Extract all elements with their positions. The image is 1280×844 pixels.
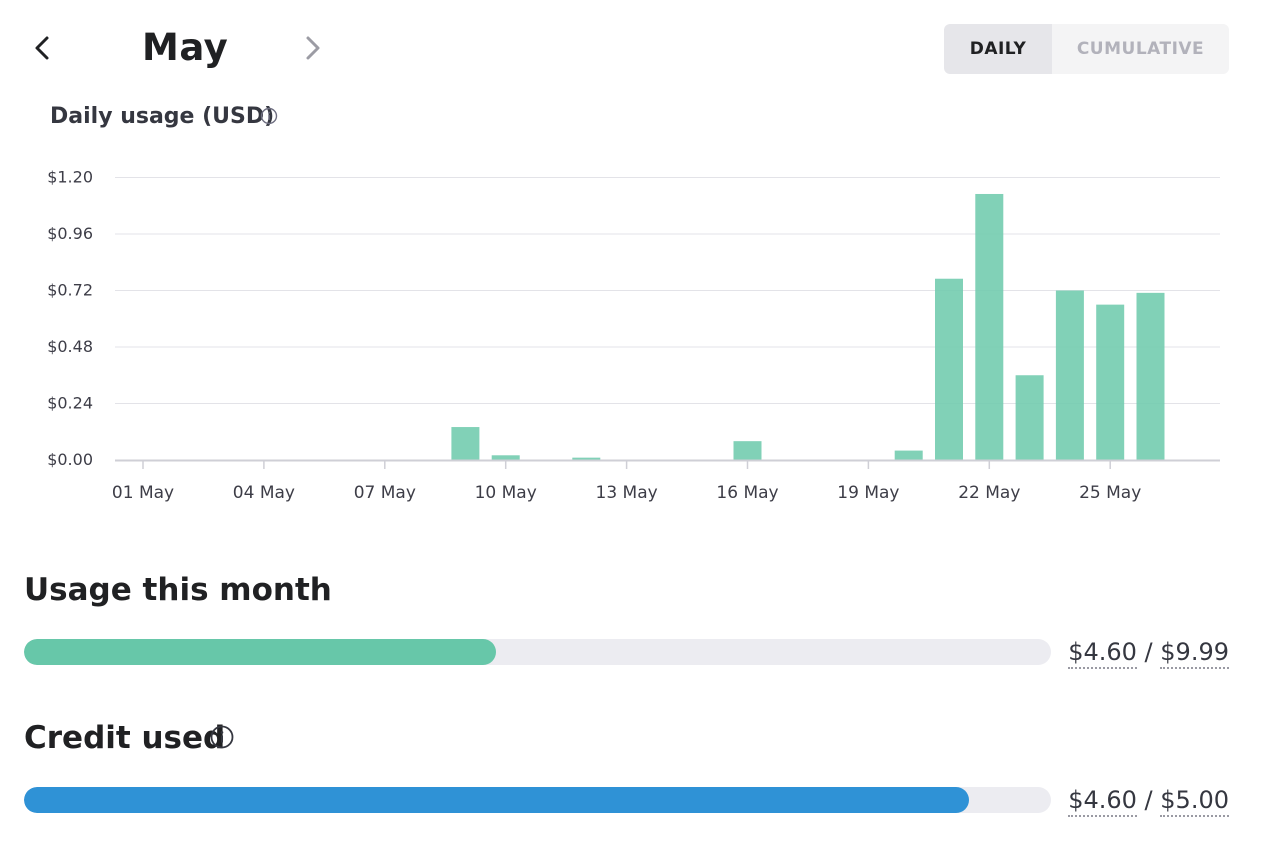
bar[interactable] [1136, 292, 1165, 460]
credit-progress-fill [24, 787, 969, 813]
usage-limit-value[interactable]: $9.99 [1160, 638, 1229, 669]
usage-title: Usage this month [24, 572, 332, 608]
info-icon[interactable] [259, 106, 279, 126]
daily-toggle-button[interactable]: DAILY [944, 24, 1052, 74]
credit-title: Credit used [24, 720, 226, 756]
x-tick-label: 16 May [716, 483, 778, 503]
usage-separator: / [1144, 638, 1153, 666]
y-tick-label: $0.96 [47, 224, 93, 243]
credit-progress-bar [24, 787, 1051, 813]
y-tick-label: $0.48 [47, 337, 93, 356]
y-tick-label: $0.24 [47, 394, 93, 413]
grid-lines [115, 177, 1220, 404]
info-icon[interactable] [209, 724, 235, 750]
chart-title: Daily usage (USD) [50, 104, 275, 129]
y-axis-labels: $0.00 $0.24 $0.48 $0.72 $0.96 $1.20 [47, 168, 93, 470]
x-tick-label: 10 May [475, 483, 537, 503]
x-axis-labels: 01 May 04 May 07 May 10 May 13 May 16 May 19 M… [112, 460, 1141, 503]
x-tick-label: 07 May [354, 483, 416, 503]
view-toggle: DAILY CUMULATIVE [944, 24, 1229, 74]
bar[interactable] [491, 455, 520, 460]
prev-month-button[interactable] [18, 24, 66, 72]
usage-progress-fill [24, 639, 497, 665]
bar[interactable] [733, 441, 762, 460]
usage-progress-bar [24, 639, 1051, 665]
x-tick-label: 19 May [837, 483, 899, 503]
chevron-left-icon [35, 36, 49, 60]
credit-limit-value[interactable]: $5.00 [1160, 786, 1229, 817]
next-month-button[interactable] [289, 24, 337, 72]
cumulative-toggle-button[interactable]: CUMULATIVE [1076, 39, 1205, 59]
x-tick-label: 22 May [958, 483, 1020, 503]
x-tick-label: 13 May [596, 483, 658, 503]
chevron-right-icon [306, 36, 320, 60]
credit-separator: / [1144, 786, 1153, 814]
bar[interactable] [451, 427, 480, 460]
y-tick-label: $0.72 [47, 281, 93, 300]
bar[interactable] [975, 193, 1004, 460]
bar[interactable] [1055, 290, 1084, 461]
usage-amount: $4.60 / $9.99 [1068, 636, 1229, 669]
bar[interactable] [1096, 304, 1125, 460]
bar[interactable] [894, 450, 923, 460]
x-tick-label: 25 May [1079, 483, 1141, 503]
x-tick-label: 04 May [233, 483, 295, 503]
month-title: May [142, 26, 229, 69]
usage-used-value[interactable]: $4.60 [1068, 638, 1137, 669]
y-tick-label: $0.00 [47, 450, 93, 469]
bar[interactable] [935, 278, 963, 460]
x-tick-label: 01 May [112, 483, 174, 503]
bar[interactable] [1015, 375, 1044, 460]
credit-used-value[interactable]: $4.60 [1068, 786, 1137, 817]
credit-amount: $4.60 / $5.00 [1068, 784, 1229, 817]
bar[interactable] [572, 457, 601, 460]
daily-usage-chart: $0.00 $0.24 $0.48 $0.72 $0.96 $1.20 01 May 04 … [47, 168, 1220, 503]
bars [451, 193, 1165, 461]
y-tick-label: $1.20 [47, 168, 93, 187]
